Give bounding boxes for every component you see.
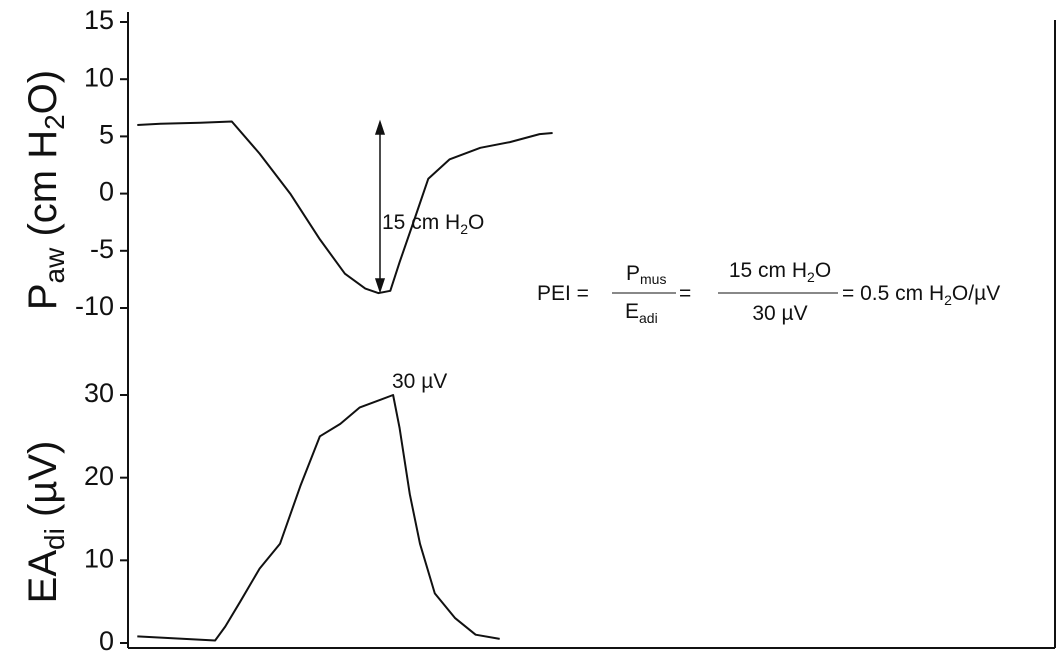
y-tick-label: 15 xyxy=(84,5,114,35)
equation-text: 30 µV xyxy=(752,302,807,325)
equation-text: = xyxy=(679,282,691,305)
equation: PEI = Pmus Eadi = 15 cm H2O 30 µV = 0.5 … xyxy=(537,259,1000,326)
equation-text: Eadi xyxy=(625,300,658,326)
y-axis-label: Paw (cm H2O) xyxy=(21,70,70,310)
equation-text: PEI = xyxy=(537,282,589,305)
annotation: 30 µV xyxy=(392,370,447,393)
equation-text: Pmus xyxy=(626,262,666,287)
y-tick-label: 5 xyxy=(99,120,114,150)
y-tick-label: 20 xyxy=(84,461,114,491)
annotation: 15 cm H2O xyxy=(382,211,484,237)
y-tick-label: -5 xyxy=(90,234,114,264)
y-tick-label: 10 xyxy=(84,62,114,92)
y-tick-label: 30 xyxy=(84,378,114,408)
y-tick-label: 0 xyxy=(99,626,114,656)
y-tick-label: 10 xyxy=(84,543,114,573)
data-line xyxy=(137,394,500,642)
y-tick-label: -10 xyxy=(75,291,114,321)
equation-text: 15 cm H2O xyxy=(729,259,831,285)
arrow xyxy=(374,119,386,294)
y-tick-label: 0 xyxy=(99,177,114,207)
y-axis-label: EAdi (µV) xyxy=(21,441,70,604)
data-line xyxy=(137,120,553,295)
equation-text: = 0.5 cm H2O/µV xyxy=(842,282,1000,308)
